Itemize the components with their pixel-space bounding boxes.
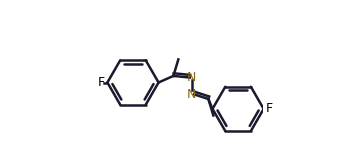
Text: F: F (98, 76, 105, 89)
Text: N: N (187, 88, 197, 101)
Text: F: F (266, 102, 273, 115)
Text: N: N (187, 71, 197, 84)
